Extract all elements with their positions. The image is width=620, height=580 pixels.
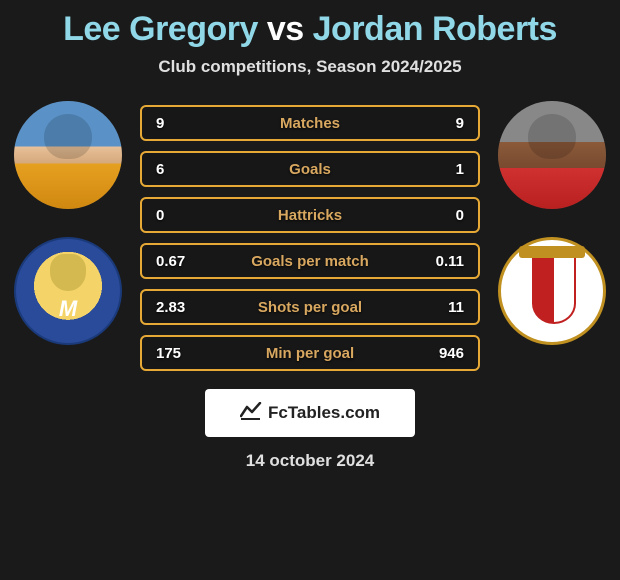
chart-icon <box>240 402 262 425</box>
stat-value-right: 0 <box>456 207 464 224</box>
stat-value-left: 0 <box>156 207 164 224</box>
stat-value-left: 6 <box>156 161 164 178</box>
stat-label: Hattricks <box>142 207 478 224</box>
stat-row: 175 Min per goal 946 <box>140 335 480 371</box>
player2-club-badge <box>498 237 606 345</box>
source-logo: FcTables.com <box>205 389 415 437</box>
stat-row: 0.67 Goals per match 0.11 <box>140 243 480 279</box>
stat-row: 9 Matches 9 <box>140 105 480 141</box>
player1-name: Lee Gregory <box>63 10 258 48</box>
stat-row: 6 Goals 1 <box>140 151 480 187</box>
player1-club-badge <box>14 237 122 345</box>
stat-value-left: 2.83 <box>156 299 185 316</box>
stat-row: 0 Hattricks 0 <box>140 197 480 233</box>
stat-label: Min per goal <box>142 345 478 362</box>
stat-value-right: 11 <box>448 299 464 316</box>
stat-table: 9 Matches 9 6 Goals 1 0 Hattricks 0 0.67… <box>140 101 480 371</box>
stat-value-left: 175 <box>156 345 181 362</box>
stat-value-right: 1 <box>456 161 464 178</box>
right-column <box>492 101 612 345</box>
date-label: 14 october 2024 <box>0 451 620 471</box>
stat-label: Shots per goal <box>142 299 478 316</box>
stat-value-right: 0.11 <box>436 253 464 270</box>
vs-separator: vs <box>267 10 304 48</box>
stat-label: Goals per match <box>142 253 478 270</box>
page-title: Lee Gregory vs Jordan Roberts <box>0 0 620 57</box>
main-row: 9 Matches 9 6 Goals 1 0 Hattricks 0 0.67… <box>0 101 620 371</box>
left-column <box>8 101 128 345</box>
subtitle: Club competitions, Season 2024/2025 <box>0 57 620 101</box>
player2-name: Jordan Roberts <box>313 10 557 48</box>
player1-face-icon <box>14 101 122 209</box>
player1-avatar <box>14 101 122 209</box>
player2-avatar <box>498 101 606 209</box>
player2-face-icon <box>498 101 606 209</box>
stat-label: Matches <box>142 115 478 132</box>
stat-value-right: 9 <box>456 115 464 132</box>
stat-value-left: 9 <box>156 115 164 132</box>
stat-value-left: 0.67 <box>156 253 185 270</box>
comparison-card: Lee Gregory vs Jordan Roberts Club compe… <box>0 0 620 471</box>
stat-row: 2.83 Shots per goal 11 <box>140 289 480 325</box>
source-logo-text: FcTables.com <box>268 403 380 423</box>
stat-label: Goals <box>142 161 478 178</box>
stat-value-right: 946 <box>439 345 464 362</box>
